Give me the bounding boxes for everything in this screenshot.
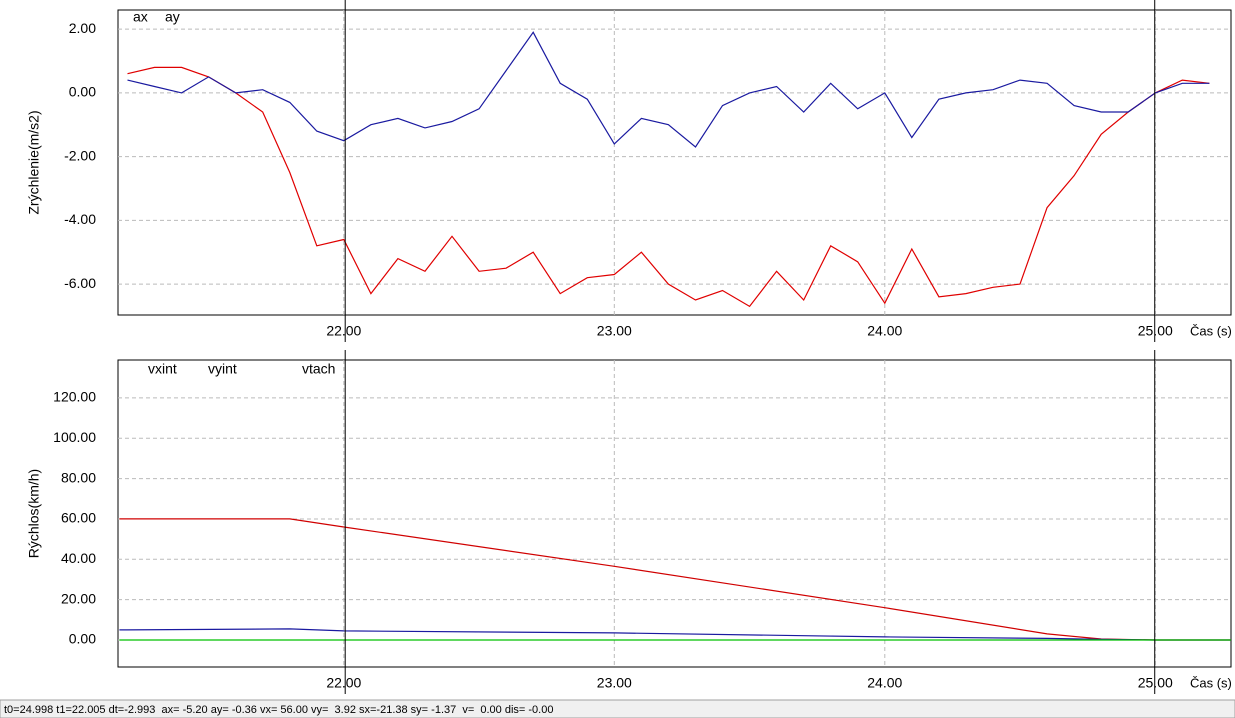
y-tick-label: -4.00 xyxy=(64,211,96,227)
legend-entry: vxint xyxy=(148,361,177,377)
legend-entry: ax xyxy=(133,9,148,25)
y-tick-label: 20.00 xyxy=(61,590,96,606)
y-tick-label: -2.00 xyxy=(64,147,96,163)
status-bar xyxy=(0,699,1235,718)
x-tick-label: 25.00 xyxy=(1138,323,1173,339)
x-tick-label: 23.00 xyxy=(597,323,632,339)
status-text: t0=24.998 t1=22.005 dt=-2.993 ax= -5.20 … xyxy=(4,704,553,716)
y-tick-label: 80.00 xyxy=(61,469,96,485)
x-tick-label: 22.00 xyxy=(326,675,361,691)
legend-entry: ay xyxy=(165,9,180,25)
y-tick-label: 100.00 xyxy=(53,429,96,445)
plot-area xyxy=(117,359,1232,668)
y-tick-label: 60.00 xyxy=(61,510,96,526)
y-axis-label: Rýchlos(km/h) xyxy=(26,469,42,558)
legend-entry: vyint xyxy=(208,361,237,377)
series-line xyxy=(127,66,1210,308)
y-tick-label: 2.00 xyxy=(69,20,96,36)
y-axis-label: Zrýchlenie(m/s2) xyxy=(26,110,42,214)
x-tick-label: 23.00 xyxy=(597,675,632,691)
y-tick-label: -6.00 xyxy=(64,275,96,291)
x-tick-label: 24.00 xyxy=(867,675,902,691)
x-tick-label: 25.00 xyxy=(1138,675,1173,691)
x-tick-label: 22.00 xyxy=(326,323,361,339)
series-line xyxy=(127,31,1210,148)
y-tick-label: 120.00 xyxy=(53,389,96,405)
plot-area xyxy=(117,9,1232,316)
y-tick-label: 0.00 xyxy=(69,631,96,647)
y-tick-label: 40.00 xyxy=(61,550,96,566)
x-tick-label: 24.00 xyxy=(867,323,902,339)
x-axis-label: Čas (s) xyxy=(1190,323,1232,338)
x-axis-label: Čas (s) xyxy=(1190,675,1232,690)
legend-entry: vtach xyxy=(302,361,335,377)
y-tick-label: 0.00 xyxy=(69,84,96,100)
